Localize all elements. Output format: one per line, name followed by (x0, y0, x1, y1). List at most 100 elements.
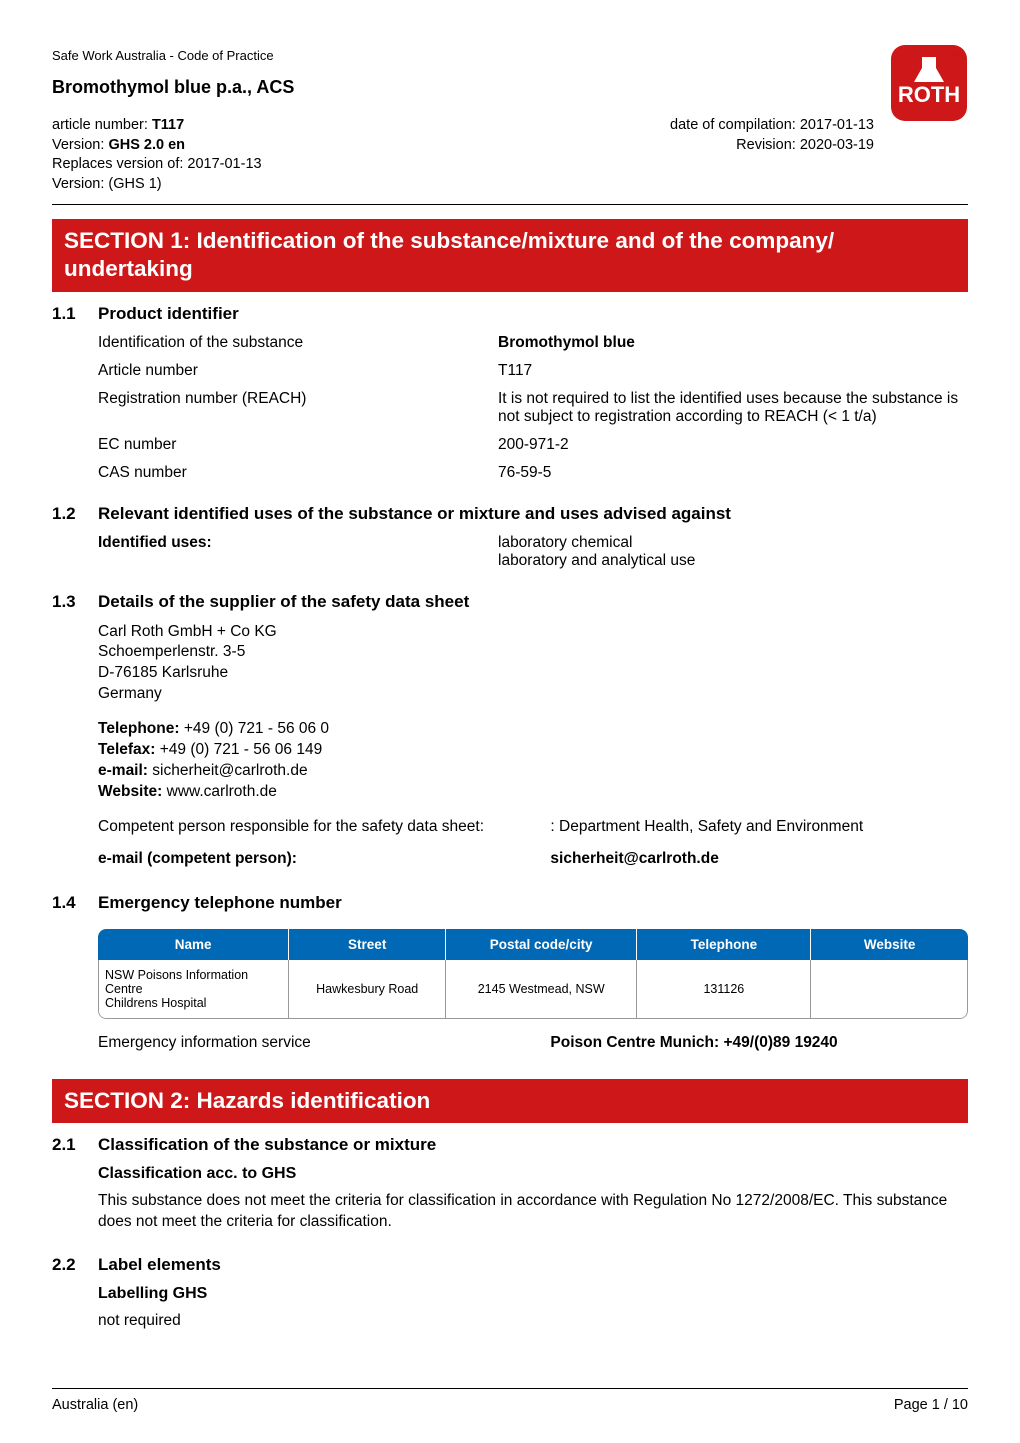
kv-key: CAS number (98, 464, 498, 482)
subsection-2-2: 2.2 Label elements Labelling GHS not req… (52, 1255, 968, 1342)
meta-right: date of compilation: 2017-01-13 Revision… (670, 116, 874, 155)
email-competent-label: e-mail (competent person): (98, 849, 550, 869)
table-header-row: Name Street Postal code/city Telephone W… (98, 929, 968, 960)
version-value: GHS 2.0 en (108, 137, 185, 153)
subsection-title: Classification of the substance or mixtu… (98, 1135, 968, 1155)
kv-key: Article number (98, 362, 498, 380)
subsection-title: Product identifier (98, 304, 968, 324)
kv-row: CAS number 76-59-5 (98, 464, 968, 482)
emergency-table: Name Street Postal code/city Telephone W… (98, 929, 968, 1019)
kv-val: 76-59-5 (498, 464, 968, 482)
subsection-num: 2.1 (52, 1135, 98, 1243)
emergency-service-label: Emergency information service (98, 1033, 550, 1053)
kv-key: EC number (98, 436, 498, 454)
subsection-content: Product identifier Identification of the… (98, 304, 968, 492)
email-competent-row: e-mail (competent person): sicherheit@ca… (98, 849, 968, 869)
phone-value: +49 (0) 721 - 56 06 0 (184, 720, 329, 737)
section-2-header: SECTION 2: Hazards identification (52, 1079, 968, 1123)
version-label: Version: (52, 137, 104, 153)
replaces-version: Version: (GHS 1) (52, 176, 162, 192)
kv-key: Identification of the substance (98, 334, 498, 352)
footer-row: Australia (en) Page 1 / 10 (52, 1397, 968, 1413)
classification-ghs-title: Classification acc. to GHS (98, 1165, 968, 1183)
website-value: www.carlroth.de (167, 783, 277, 800)
kv-row: Article number T117 (98, 362, 968, 380)
section-2-title: SECTION 2: Hazards identification (64, 1088, 430, 1113)
emergency-service-value-text: Poison Centre Munich: +49/(0)89 19240 (550, 1034, 837, 1051)
competent-right: : Department Health, Safety and Environm… (550, 817, 968, 837)
page-footer: Australia (en) Page 1 / 10 (52, 1388, 968, 1413)
subsection-1-4: 1.4 Emergency telephone number Name Stre… (52, 893, 968, 1065)
product-title: Bromothymol blue p.a., ACS (52, 77, 968, 98)
section-1-title-line2: undertaking (64, 256, 193, 281)
table-cell-postal: 2145 Westmead, NSW (446, 960, 637, 1019)
section-1-title-line1: SECTION 1: Identification of the substan… (64, 228, 834, 253)
subsection-content: Details of the supplier of the safety da… (98, 592, 968, 882)
roth-logo-icon: R ROTH (890, 44, 968, 122)
meta-row: article number: T117 Version: GHS 2.0 en… (52, 116, 968, 194)
subsection-num: 1.4 (52, 893, 98, 1065)
fax-value: +49 (0) 721 - 56 06 149 (160, 741, 322, 758)
table-header-phone: Telephone (637, 929, 811, 960)
email-competent-label-text: e-mail (competent person): (98, 850, 297, 867)
subsection-title: Details of the supplier of the safety da… (98, 592, 968, 612)
kv-row: Identified uses: laboratory chemical lab… (98, 534, 968, 570)
kv-val: 200-971-2 (498, 436, 968, 454)
subsection-1-2: 1.2 Relevant identified uses of the subs… (52, 504, 968, 580)
svg-text:R: R (954, 52, 958, 58)
emergency-table-wrapper: Name Street Postal code/city Telephone W… (98, 923, 968, 1033)
revision-date: Revision: 2020-03-19 (736, 137, 874, 153)
kv-row: EC number 200-971-2 (98, 436, 968, 454)
kv-row: Registration number (REACH) It is not re… (98, 390, 968, 426)
svg-text:ROTH: ROTH (898, 82, 960, 107)
sds-page: R ROTH Safe Work Australia - Code of Pra… (0, 0, 1020, 1443)
subsection-1-1: 1.1 Product identifier Identification of… (52, 304, 968, 492)
subsection-num: 1.3 (52, 592, 98, 882)
table-header-postal: Postal code/city (446, 929, 637, 960)
email-label: e-mail: (98, 762, 148, 779)
subsection-num: 1.1 (52, 304, 98, 492)
subsection-content: Relevant identified uses of the substanc… (98, 504, 968, 580)
kv-key: Registration number (REACH) (98, 390, 498, 408)
footer-right: Page 1 / 10 (894, 1397, 968, 1413)
kv-val: It is not required to list the identifie… (498, 390, 968, 426)
labelling-text: not required (98, 1311, 968, 1332)
identified-uses-value: laboratory chemical laboratory and analy… (498, 534, 968, 570)
identified-uses-label-text: Identified uses: (98, 534, 212, 551)
brand-logo: R ROTH (890, 44, 968, 122)
article-number: T117 (152, 117, 184, 133)
labelling-ghs-title: Labelling GHS (98, 1285, 968, 1303)
table-cell-website (811, 960, 968, 1019)
classification-text: This substance does not meet the criteri… (98, 1191, 968, 1233)
subsection-content: Label elements Labelling GHS not require… (98, 1255, 968, 1342)
email-competent-value-text: sicherheit@carlroth.de (550, 850, 718, 867)
table-header-website: Website (811, 929, 968, 960)
email-value: sicherheit@carlroth.de (152, 762, 307, 779)
subsection-title: Relevant identified uses of the substanc… (98, 504, 968, 524)
footer-left: Australia (en) (52, 1397, 138, 1413)
replaces-line: Replaces version of: 2017-01-13 (52, 156, 262, 172)
meta-left: article number: T117 Version: GHS 2.0 en… (52, 116, 262, 194)
website-label: Website: (98, 783, 162, 800)
kv-row: Identification of the substance Bromothy… (98, 334, 968, 352)
regulation-line: Safe Work Australia - Code of Practice (52, 48, 968, 63)
section-1-header: SECTION 1: Identification of the substan… (52, 219, 968, 291)
table-header-name: Name (98, 929, 289, 960)
table-cell-street: Hawkesbury Road (289, 960, 446, 1019)
table-row: NSW Poisons Information Centre Childrens… (98, 960, 968, 1019)
emergency-service-value: Poison Centre Munich: +49/(0)89 19240 (550, 1033, 968, 1053)
subsection-title: Label elements (98, 1255, 968, 1275)
kv-val: Bromothymol blue (498, 334, 968, 352)
contact-block: Telephone: +49 (0) 721 - 56 06 0 Telefax… (98, 719, 968, 803)
subsection-num: 1.2 (52, 504, 98, 580)
subsection-2-1: 2.1 Classification of the substance or m… (52, 1135, 968, 1243)
email-competent-value: sicherheit@carlroth.de (550, 849, 968, 869)
table-cell-name: NSW Poisons Information Centre Childrens… (98, 960, 289, 1019)
table-cell-phone: 131126 (637, 960, 811, 1019)
subsection-content: Emergency telephone number Name Street P… (98, 893, 968, 1065)
subsection-1-3: 1.3 Details of the supplier of the safet… (52, 592, 968, 882)
kv-val: T117 (498, 362, 968, 380)
competent-row: Competent person responsible for the saf… (98, 817, 968, 837)
compilation-date: date of compilation: 2017-01-13 (670, 117, 874, 133)
article-number-label: article number: (52, 117, 148, 133)
